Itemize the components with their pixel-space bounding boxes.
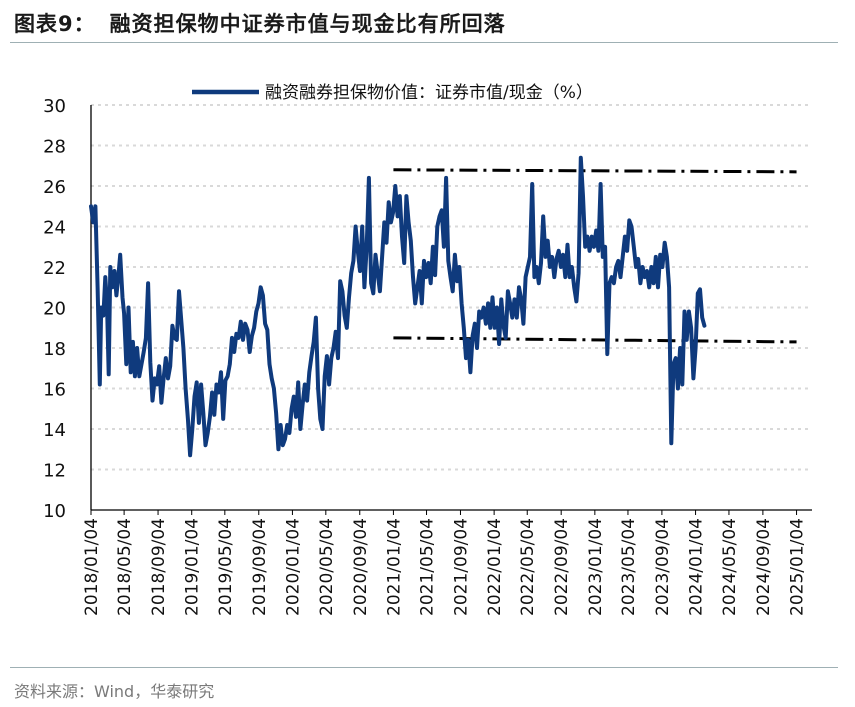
y-tick-label: 18 [43, 339, 66, 360]
x-tick-label: 2021/09/04 [451, 518, 471, 616]
figure-label: 图表9： [14, 12, 96, 36]
bottom-divider [10, 667, 838, 668]
x-tick-label: 2025/01/04 [788, 518, 808, 616]
x-tick-label: 2023/01/04 [586, 518, 606, 616]
axes [90, 105, 812, 515]
y-tick-label: 14 [43, 420, 66, 441]
x-tick-label: 2020/09/04 [351, 518, 371, 616]
x-tick-label: 2024/01/04 [687, 518, 707, 616]
x-tick-label: 2023/09/04 [653, 518, 673, 616]
y-tick-label: 20 [43, 299, 66, 320]
gridlines [91, 104, 812, 471]
x-tick-label: 2019/05/04 [216, 518, 236, 616]
y-tick-label: 26 [43, 177, 66, 198]
y-axis-tick-labels: 10 12 14 16 18 20 22 24 26 28 30 [43, 96, 66, 522]
y-tick-label: 16 [43, 380, 66, 401]
line-chart: 10 12 14 16 18 20 22 24 26 28 30 2018/01/04 2018/05… [43, 83, 812, 616]
x-tick-label: 2018/09/04 [149, 518, 169, 616]
y-tick-label: 30 [43, 96, 66, 117]
x-tick-label: 2024/05/04 [720, 518, 740, 616]
series-line [89, 155, 707, 458]
x-tick-label: 2023/05/04 [619, 518, 639, 616]
x-tick-label: 2019/09/04 [250, 518, 270, 616]
x-tick-label: 2021/01/04 [384, 518, 404, 616]
x-tick-label: 2022/05/04 [518, 518, 538, 616]
source-note: 资料来源：Wind，华泰研究 [14, 682, 215, 701]
reference-lines [393, 168, 797, 344]
top-divider [10, 42, 838, 43]
x-tick-label: 2019/01/04 [183, 518, 203, 616]
x-tick-label: 2022/09/04 [552, 518, 572, 616]
reference-line [393, 168, 797, 174]
y-tick-label: 24 [43, 218, 66, 239]
x-tick-label: 2024/09/04 [754, 518, 774, 616]
x-axis-tick-labels: 2018/01/04 2018/05/04 2018/09/04 2019/01/04… [82, 518, 808, 616]
figure-title: 图表9： 融资担保物中证券市值与现金比有所回落 [14, 8, 506, 38]
x-tick-label: 2018/05/04 [115, 518, 135, 616]
legend: 融资融券担保物价值：证券市值/现金（%） [192, 83, 593, 103]
x-tick-label: 2022/01/04 [485, 518, 505, 616]
y-tick-label: 10 [43, 501, 66, 522]
x-tick-label: 2021/05/04 [418, 518, 438, 616]
x-tick-label: 2020/05/04 [317, 518, 337, 616]
y-tick-label: 28 [43, 137, 66, 158]
series-layer [89, 155, 707, 458]
legend-label: 融资融券担保物价值：证券市值/现金（%） [265, 83, 593, 103]
reference-line [393, 336, 797, 344]
y-tick-label: 12 [43, 461, 66, 482]
figure-title-text: 融资担保物中证券市值与现金比有所回落 [109, 12, 506, 36]
x-tick-label: 2018/01/04 [82, 518, 102, 616]
x-tick-label: 2020/01/04 [283, 518, 303, 616]
y-tick-label: 22 [43, 258, 66, 279]
